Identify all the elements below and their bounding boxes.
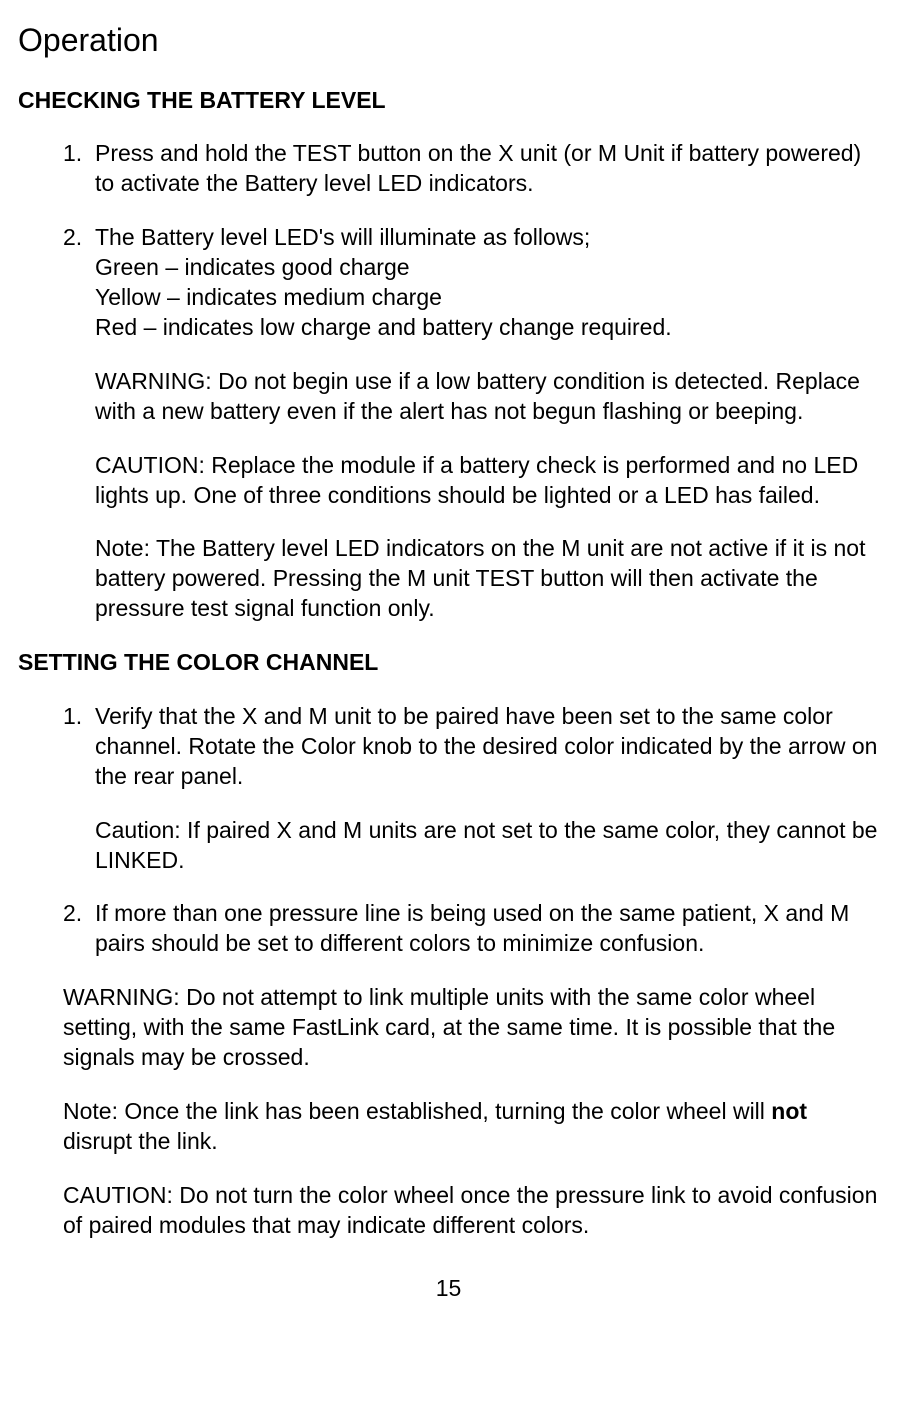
item-number: 2. <box>63 223 82 253</box>
section1-heading: CHECKING THE BATTERY LEVEL <box>18 86 879 116</box>
section2-list: 1. Verify that the X and M unit to be pa… <box>63 702 879 792</box>
note-post: disrupt the link. <box>63 1128 218 1154</box>
section2-item1-caution: Caution: If paired X and M units are not… <box>63 816 879 876</box>
item-text-line1: The Battery level LED's will illuminate … <box>95 224 590 250</box>
item-text: Press and hold the TEST button on the X … <box>95 140 861 196</box>
section1-warning: WARNING: Do not begin use if a low batte… <box>63 367 879 427</box>
section1-list: 1. Press and hold the TEST button on the… <box>63 139 879 342</box>
section2-item2: 2. If more than one pressure line is bei… <box>63 899 879 959</box>
section1-item2: 2. The Battery level LED's will illumina… <box>63 223 879 343</box>
section1-item1: 1. Press and hold the TEST button on the… <box>63 139 879 199</box>
section2-caution: CAUTION: Do not turn the color wheel onc… <box>63 1181 879 1241</box>
page-number: 15 <box>18 1274 879 1304</box>
note-bold: not <box>771 1098 807 1124</box>
page-title: Operation <box>18 20 879 62</box>
item-number: 2. <box>63 899 82 929</box>
item-text: Verify that the X and M unit to be paire… <box>95 703 877 789</box>
section2-list-cont: 2. If more than one pressure line is bei… <box>63 899 879 959</box>
note-pre: Note: Once the link has been established… <box>63 1098 771 1124</box>
item-number: 1. <box>63 139 82 169</box>
section2-warning: WARNING: Do not attempt to link multiple… <box>63 983 879 1073</box>
item-text-line3: Yellow – indicates medium charge <box>95 284 442 310</box>
section1-caution: CAUTION: Replace the module if a battery… <box>63 451 879 511</box>
item-number: 1. <box>63 702 82 732</box>
section2-item1: 1. Verify that the X and M unit to be pa… <box>63 702 879 792</box>
item-text-line4: Red – indicates low charge and battery c… <box>95 314 672 340</box>
item-text-line2: Green – indicates good charge <box>95 254 410 280</box>
section1-note: Note: The Battery level LED indicators o… <box>63 534 879 624</box>
section2-note: Note: Once the link has been established… <box>63 1097 879 1157</box>
section2-heading: SETTING THE COLOR CHANNEL <box>18 648 879 678</box>
item-text: If more than one pressure line is being … <box>95 900 849 956</box>
